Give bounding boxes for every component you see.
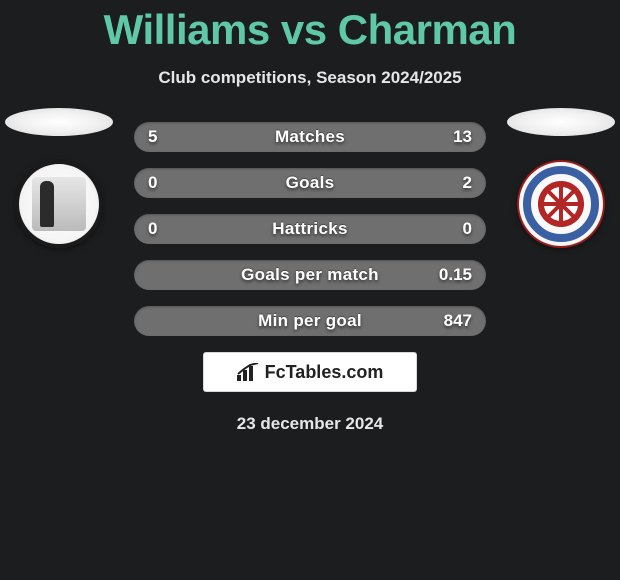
footer-date: 23 december 2024 xyxy=(0,414,620,434)
stat-label: Matches xyxy=(134,122,486,152)
stat-value-right: 0.15 xyxy=(439,260,472,290)
player-right-avatar-placeholder xyxy=(507,108,615,136)
stat-value-right: 2 xyxy=(463,168,472,198)
comparison-panel: 5Matches130Goals20Hattricks0Goals per ma… xyxy=(0,122,620,336)
player-right-column xyxy=(502,108,620,248)
stat-row: 0Goals2 xyxy=(134,168,486,198)
stat-row: Goals per match0.15 xyxy=(134,260,486,290)
stat-value-right: 0 xyxy=(463,214,472,244)
player-left-column xyxy=(0,108,118,248)
club-badge-right xyxy=(517,160,605,248)
brand-text: FcTables.com xyxy=(265,362,384,383)
title-player-left: Williams xyxy=(104,6,270,53)
page-title: Williams vs Charman xyxy=(0,0,620,54)
stat-row: Min per goal847 xyxy=(134,306,486,336)
club-badge-left xyxy=(15,160,103,248)
title-player-right: Charman xyxy=(338,6,517,53)
brand-badge[interactable]: FcTables.com xyxy=(203,352,417,392)
stat-label: Hattricks xyxy=(134,214,486,244)
bar-chart-icon xyxy=(237,363,259,381)
stat-row: 5Matches13 xyxy=(134,122,486,152)
stat-label: Goals xyxy=(134,168,486,198)
stat-row: 0Hattricks0 xyxy=(134,214,486,244)
stat-value-right: 13 xyxy=(453,122,472,152)
stat-label: Goals per match xyxy=(134,260,486,290)
title-vs: vs xyxy=(281,6,327,53)
stat-value-right: 847 xyxy=(444,306,472,336)
stats-list: 5Matches130Goals20Hattricks0Goals per ma… xyxy=(134,122,486,336)
page-subtitle: Club competitions, Season 2024/2025 xyxy=(0,68,620,88)
stat-label: Min per goal xyxy=(134,306,486,336)
player-left-avatar-placeholder xyxy=(5,108,113,136)
